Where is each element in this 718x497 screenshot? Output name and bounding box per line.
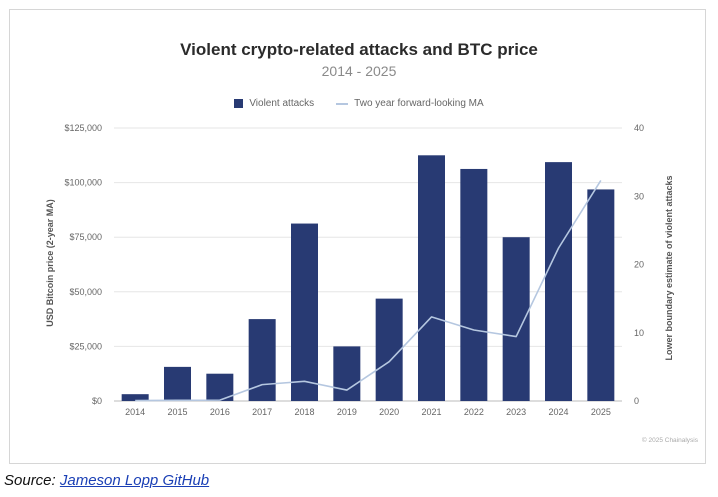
x-tick-label: 2024: [548, 407, 568, 417]
x-tick-label: 2018: [294, 407, 314, 417]
x-tick-label: 2016: [210, 407, 230, 417]
bar: [587, 189, 615, 401]
bar: [291, 223, 318, 401]
bar: [418, 155, 445, 401]
x-tick-label: 2020: [379, 407, 399, 417]
bar: [545, 162, 572, 401]
source-prefix: Source:: [4, 472, 56, 489]
x-tick-label: 2019: [337, 407, 357, 417]
legend-swatch-line: [336, 102, 349, 105]
y-tick-left: $100,000: [64, 178, 102, 188]
y-tick-left: $50,000: [69, 287, 102, 297]
series-line-ma: [135, 179, 602, 402]
x-tick-label: 2021: [421, 407, 441, 417]
x-tick-label: 2023: [506, 407, 526, 417]
source-line: Source: Jameson Lopp GitHub: [4, 472, 209, 489]
y-tick-left: $0: [92, 396, 102, 406]
legend-label-line: Two year forward-looking MA: [354, 98, 484, 109]
y-tick-left: $25,000: [69, 341, 102, 351]
legend-swatch-bars: [234, 99, 244, 108]
chart-title: Violent crypto-related attacks and BTC p…: [180, 40, 538, 59]
copyright-note: © 2025 Chainalysis: [641, 437, 698, 444]
x-tick-label: 2014: [125, 407, 145, 417]
bar: [121, 394, 149, 401]
chart-subtitle: 2014 - 2025: [321, 63, 397, 79]
y-tick-right: 10: [634, 328, 644, 338]
x-tick-label: 2017: [252, 407, 272, 417]
bar: [375, 298, 403, 401]
y-tick-left: $125,000: [64, 123, 102, 133]
bar: [333, 346, 361, 401]
y-tick-right: 30: [634, 191, 644, 201]
x-tick-label: 2025: [591, 407, 611, 417]
y-axis-left-label: USD Bitcoin price (2-year MA): [45, 199, 55, 327]
bar: [460, 168, 488, 401]
chart-legend: Violent attacks Two year forward-looking…: [0, 98, 718, 109]
bar: [502, 237, 530, 401]
legend-item-bars: Violent attacks: [234, 98, 314, 109]
x-tick-label: 2022: [464, 407, 484, 417]
y-tick-right: 40: [634, 123, 644, 133]
y-axis-right-label: Lower boundary estimate of violent attac…: [664, 175, 674, 361]
x-tick-label: 2015: [167, 407, 187, 417]
bar: [164, 366, 191, 401]
source-link[interactable]: Jameson Lopp GitHub: [59, 472, 210, 489]
legend-item-line: Two year forward-looking MA: [336, 98, 484, 109]
legend-label-bars: Violent attacks: [249, 98, 315, 109]
y-tick-left: $75,000: [69, 232, 102, 242]
y-tick-right: 20: [634, 260, 644, 270]
y-tick-right: 0: [634, 396, 639, 406]
